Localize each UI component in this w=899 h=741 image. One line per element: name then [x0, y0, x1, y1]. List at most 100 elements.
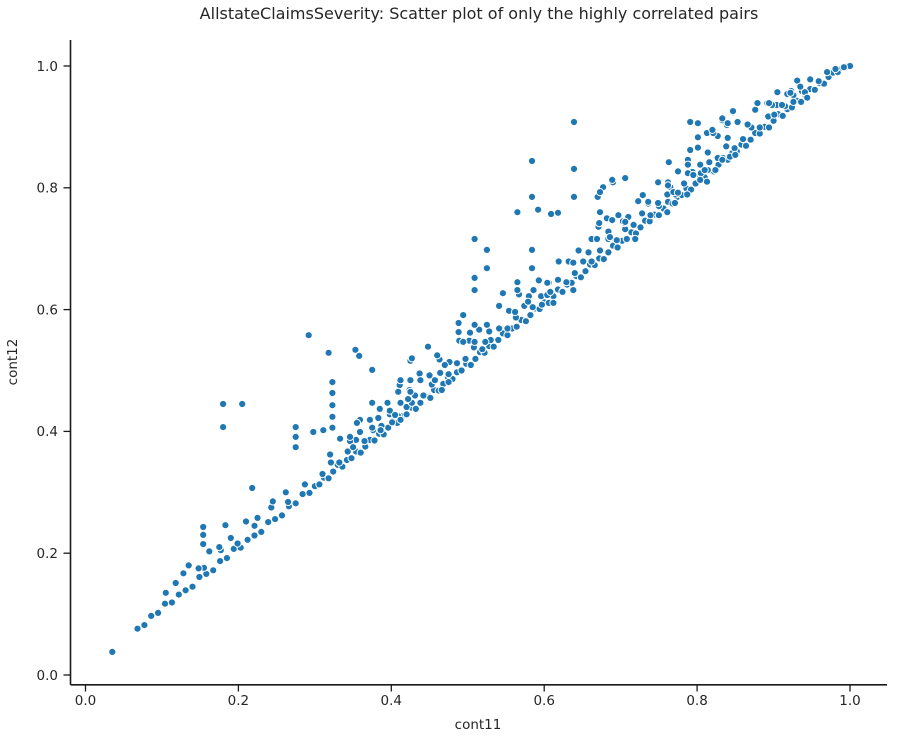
scatter-point	[608, 175, 617, 184]
scatter-point	[457, 366, 466, 375]
scatter-point	[430, 376, 439, 385]
scatter-point	[459, 337, 468, 346]
scatter-point	[764, 123, 774, 132]
scatter-point	[345, 432, 355, 441]
scatter-point	[741, 141, 751, 150]
scatter-point	[613, 243, 622, 252]
scatter-point	[360, 437, 369, 446]
scatter-point	[281, 488, 290, 497]
scatter-point	[570, 269, 579, 278]
scatter-point	[796, 82, 805, 91]
scatter-point	[789, 97, 798, 107]
scatter-point	[433, 351, 442, 360]
scatter-point	[160, 599, 170, 608]
scatter-point	[328, 388, 337, 398]
scatter-point	[243, 535, 252, 544]
scatter-point	[329, 467, 338, 476]
scatter-point	[436, 368, 445, 377]
scatter-point	[355, 427, 365, 437]
scatter-point	[693, 143, 703, 152]
scatter-point	[644, 197, 653, 206]
scatter-point	[683, 190, 692, 199]
tick-label: 0.8	[686, 693, 707, 709]
scatter-point	[806, 75, 815, 84]
scatter-point	[461, 354, 470, 363]
scatter-point	[569, 192, 579, 201]
scatter-point	[470, 286, 479, 295]
scatter-point	[368, 365, 377, 374]
scatter-point	[370, 436, 379, 445]
scatter-point	[527, 156, 537, 166]
scatter-point	[219, 399, 228, 409]
scatter-point	[696, 175, 705, 184]
scatter-point	[579, 257, 588, 266]
x-axis-label: cont11	[454, 717, 502, 733]
tick-label: 0.2	[228, 693, 249, 709]
scatter-point	[494, 335, 503, 345]
scatter-point	[614, 211, 623, 220]
scatter-point	[528, 303, 537, 312]
scatter-point	[527, 192, 537, 201]
scatter-point	[770, 110, 779, 119]
scatter-point	[764, 99, 774, 108]
scatter-point	[181, 586, 190, 595]
scatter-point	[394, 387, 403, 396]
tick-label: 1.0	[37, 59, 58, 75]
scatter-point	[305, 488, 314, 497]
scatter-point	[612, 236, 621, 245]
scatter-point	[587, 257, 596, 266]
scatter-point	[374, 413, 383, 423]
scatter-point	[336, 434, 345, 443]
scatter-point	[654, 178, 663, 187]
scatter-point	[328, 401, 337, 410]
scatter-point	[569, 258, 578, 267]
scatter-point	[638, 209, 647, 218]
scatter-point	[803, 93, 812, 102]
scatter-point	[319, 426, 328, 435]
tick-label: 1.0	[839, 693, 860, 709]
scatter-point	[529, 286, 538, 295]
scatter-point	[385, 406, 394, 415]
scatter-point	[574, 246, 583, 255]
scatter-point	[440, 360, 449, 370]
scatter-point	[755, 123, 764, 132]
scatter-point	[495, 324, 504, 333]
scatter-point	[238, 399, 247, 409]
scatter-point	[271, 515, 280, 524]
scatter-point	[696, 160, 705, 169]
scatter-point	[268, 497, 277, 506]
scatter-point	[554, 257, 563, 266]
scatter-point	[621, 217, 630, 226]
scatter-point	[786, 88, 795, 97]
scatter-point	[250, 521, 259, 530]
scatter-point	[199, 530, 208, 540]
scatter-point	[355, 351, 364, 360]
scatter-point	[608, 216, 617, 225]
scatter-point	[324, 348, 333, 357]
scatter-point	[318, 469, 327, 479]
scatter-point	[549, 298, 558, 307]
scatter-point	[743, 120, 752, 129]
scatter-point	[733, 117, 742, 127]
scatter-point	[250, 531, 259, 540]
scatter-point	[298, 490, 307, 499]
scatter-point	[605, 233, 615, 242]
axis-ticks: 0.0 0.2 0.4 0.6 0.8 1.0 0.0 0.2 0.4 0.6 0.8 1.0	[37, 59, 861, 709]
scatter-point	[406, 387, 415, 396]
scatter-point	[179, 569, 188, 578]
scatter-point	[466, 360, 475, 370]
scatter-point	[700, 166, 709, 175]
scatter-point	[161, 588, 170, 597]
scatter-point	[133, 624, 142, 633]
tick-label: 0.8	[37, 181, 58, 197]
scatter-point	[481, 337, 490, 346]
scatter-point	[512, 322, 521, 331]
scatter-point	[184, 561, 193, 570]
scatter-point	[526, 311, 535, 320]
scatter-point	[416, 376, 425, 385]
scatter-point	[167, 598, 176, 607]
scatter-point	[352, 418, 361, 427]
scatter-point	[253, 513, 262, 523]
scatter-point	[241, 517, 251, 526]
